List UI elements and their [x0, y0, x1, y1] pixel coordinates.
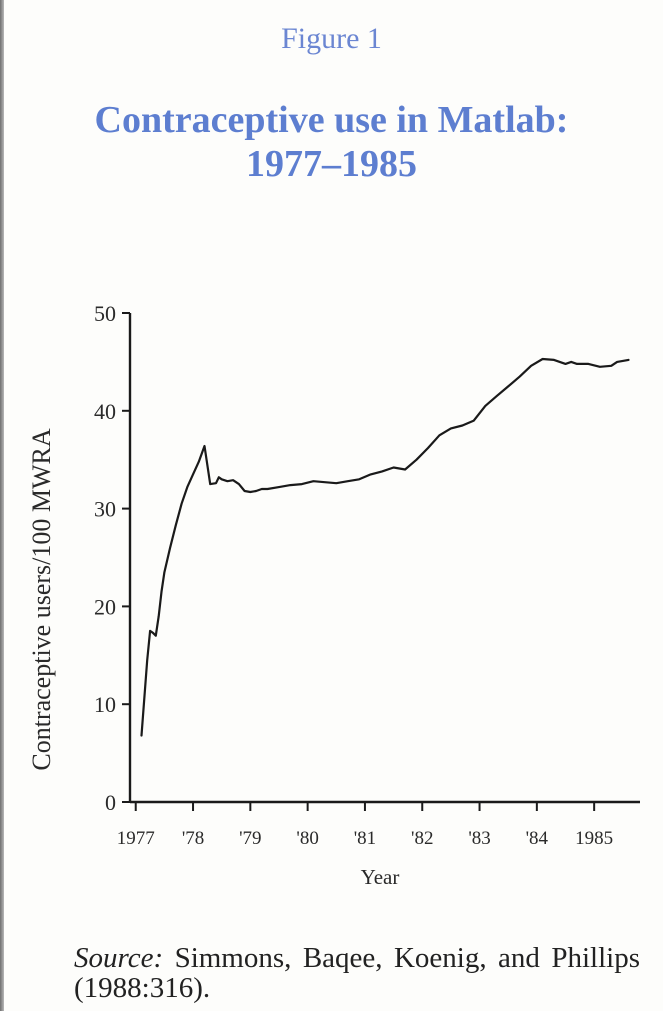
x-tick-label: '84 [526, 828, 549, 849]
x-tick-label: '79 [239, 828, 261, 849]
x-tick-label: '80 [296, 828, 318, 849]
chart-title-block: Contraceptive use in Matlab: 1977–1985 [0, 98, 663, 186]
line-chart: 0 10 20 30 40 50 1977 '78 '79 '80 '81 '82 '83 '84 1985… [27, 301, 640, 889]
y-tick-label: 50 [94, 301, 116, 326]
x-axis-label: Year [361, 865, 400, 889]
chart-title: Contraceptive use in Matlab: [94, 99, 569, 141]
y-tick-label: 10 [94, 692, 116, 717]
source-citation: Simmons, Baqee, Koenig, and Phillips (19… [74, 942, 640, 1004]
y-axis-label: Contraceptive users/100 MWRA [27, 428, 56, 770]
data-line-series-1 [140, 357, 630, 737]
figure-label: Figure 1 [281, 22, 382, 55]
x-tick-label: 1985 [575, 828, 613, 849]
x-tick-label: 1977 [117, 828, 155, 849]
y-tick-label: 20 [94, 594, 116, 619]
x-tick-label: '78 [182, 828, 204, 849]
y-tick-label: 0 [105, 790, 116, 815]
page-edge-rule [0, 0, 4, 1011]
x-tick-label: '83 [468, 828, 490, 849]
y-tick-label: 40 [94, 399, 116, 424]
source-label: Source: [74, 942, 164, 974]
chart-subtitle: 1977–1985 [246, 143, 417, 185]
x-tick-label: '81 [354, 828, 376, 849]
y-tick-label: 30 [94, 497, 116, 522]
x-tick-label: '82 [411, 828, 433, 849]
source-note: Source: Simmons, Baqee, Koenig, and Phil… [74, 943, 640, 1003]
